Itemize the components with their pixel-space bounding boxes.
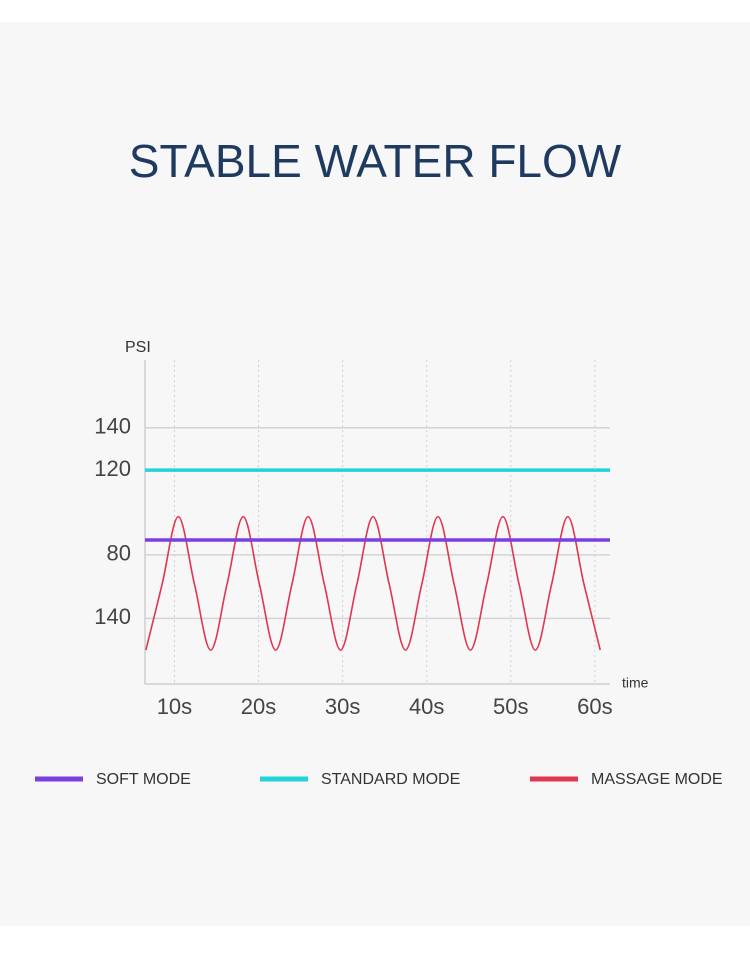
y-tick-label: 140 <box>94 414 131 439</box>
x-tick-label: 60s <box>577 694 612 719</box>
x-tick-label: 30s <box>325 694 360 719</box>
x-tick-label: 40s <box>409 694 444 719</box>
legend-label: MASSAGE MODE <box>591 771 723 788</box>
panel <box>0 22 750 926</box>
y-tick-label: 140 <box>94 604 131 629</box>
series-line <box>145 515 602 651</box>
x-tick-label: 20s <box>241 694 276 719</box>
chart-title: STABLE WATER FLOW <box>129 135 622 187</box>
x-tick-label: 10s <box>157 694 192 719</box>
legend-label: SOFT MODE <box>96 771 191 788</box>
y-tick-label: 80 <box>107 541 131 566</box>
x-tick-label: 50s <box>493 694 528 719</box>
y-tick-label: 120 <box>94 456 131 481</box>
legend-label: STANDARD MODE <box>321 771 460 788</box>
y-axis-label: PSI <box>125 339 151 356</box>
x-axis-label: time <box>622 675 649 691</box>
